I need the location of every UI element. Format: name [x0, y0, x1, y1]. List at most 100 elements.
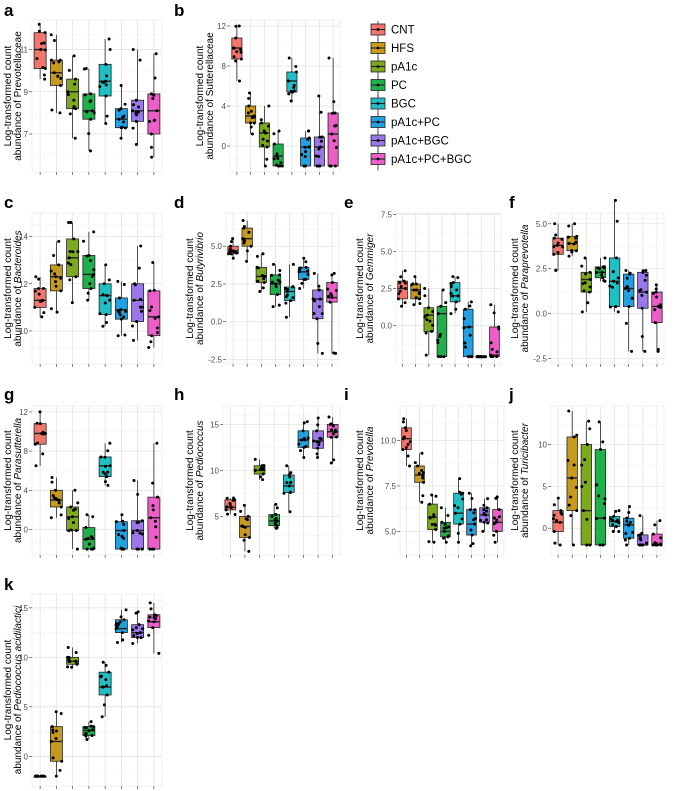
data-point [99, 455, 103, 459]
data-point [119, 83, 123, 87]
data-point [104, 62, 108, 66]
data-point [242, 503, 246, 507]
data-point [82, 239, 86, 243]
y-axis-title-line2: abundance of Pediococcus acidilactici [13, 605, 24, 774]
data-point [120, 534, 124, 538]
data-point [33, 774, 37, 778]
data-point [555, 243, 559, 247]
data-point [653, 541, 657, 545]
data-point [289, 99, 293, 103]
y-tick-label: 0 [24, 752, 29, 761]
box-bgc [449, 275, 461, 316]
data-point [118, 313, 122, 317]
data-point [645, 290, 649, 294]
data-point [612, 279, 616, 283]
data-point [147, 345, 151, 349]
data-point [427, 540, 431, 544]
data-point [302, 164, 306, 168]
data-point [306, 129, 310, 133]
data-point [437, 355, 441, 359]
data-point [101, 660, 105, 664]
data-point [134, 143, 138, 147]
box-hfs [413, 451, 426, 504]
y-axis-title-line1: Log-transformed count [185, 238, 196, 339]
data-point [108, 464, 112, 468]
data-point [278, 273, 282, 277]
data-point [468, 508, 472, 512]
data-point [653, 308, 657, 312]
data-point [641, 269, 645, 273]
data-point [57, 263, 61, 267]
data-point [122, 283, 126, 287]
data-point [554, 268, 558, 272]
y-axis-title-line1: Log-transformed count [355, 430, 366, 531]
data-point [120, 631, 124, 635]
data-point [317, 443, 321, 447]
box-pa1c-pc-bgc [327, 56, 339, 168]
data-point [138, 631, 142, 635]
data-point [284, 287, 288, 291]
box-pa1c [66, 488, 80, 551]
y-tick-label: 10 [19, 653, 28, 662]
data-point [154, 535, 158, 539]
data-point [100, 80, 104, 84]
data-point [153, 76, 157, 80]
data-point [469, 300, 473, 304]
box-iqr [326, 282, 338, 303]
data-point [428, 319, 432, 323]
data-point [624, 321, 628, 325]
data-point [43, 48, 47, 52]
data-point [99, 674, 103, 678]
data-point [248, 121, 252, 125]
data-point [134, 111, 138, 115]
data-point [124, 608, 128, 612]
box-pa1c-pc [466, 491, 478, 548]
data-point [105, 293, 109, 297]
box-bgc [608, 509, 621, 534]
data-point [316, 341, 320, 345]
data-point [299, 438, 303, 442]
data-point [570, 250, 574, 254]
data-point [275, 152, 279, 156]
data-point [274, 285, 278, 289]
y-tick-label: 5.0 [536, 220, 548, 229]
data-point [85, 547, 89, 551]
data-point [284, 295, 288, 299]
data-point [261, 143, 265, 147]
data-point [585, 543, 589, 547]
data-point [279, 161, 283, 165]
data-point [600, 273, 604, 277]
box-cnt [33, 275, 47, 319]
data-point [312, 439, 316, 443]
data-point [623, 538, 627, 542]
box-pa1c-pc [300, 129, 312, 168]
data-point [131, 628, 135, 632]
data-point [58, 768, 62, 772]
data-point [85, 513, 89, 517]
data-point [305, 420, 309, 424]
data-point [235, 50, 239, 54]
data-point [90, 535, 94, 539]
data-point [120, 115, 124, 119]
data-point [455, 288, 459, 292]
data-point [85, 254, 89, 258]
y-axis-title-line2: abundance of Bacteroides [13, 230, 24, 346]
data-point [431, 309, 435, 313]
data-point [307, 145, 311, 149]
data-point [119, 317, 123, 321]
y-axis-title-taxon: Pediococcus acidilactici [13, 605, 24, 711]
data-point [73, 507, 77, 511]
data-point [227, 252, 231, 256]
box-pa1c [66, 54, 80, 140]
data-point [68, 112, 72, 116]
data-point [624, 269, 628, 273]
data-point [575, 433, 579, 437]
data-point [423, 315, 427, 319]
data-point [135, 632, 139, 636]
y-axis-title-line2: abundance of Prevotella [365, 426, 376, 534]
data-point [468, 304, 472, 308]
data-point [319, 110, 323, 114]
data-point [598, 543, 602, 547]
data-point [495, 355, 499, 359]
data-point [482, 511, 486, 515]
